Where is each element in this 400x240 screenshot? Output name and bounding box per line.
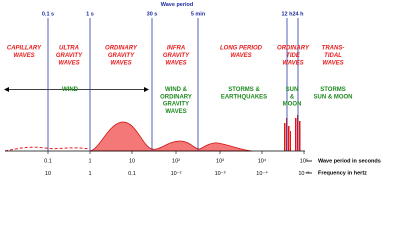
forcing-label: WAVES [165,109,186,115]
forcing-label: STORMS & [228,87,260,93]
wave-band-label: GRAVITY [108,53,135,59]
period-tick: 1 [88,158,91,164]
wave-band-label: ORDINARY [105,46,138,52]
wave-band-label: WAVES [165,61,186,67]
period-tick: 10³ [216,158,224,164]
wave-band-label: TRANS- [322,46,345,52]
wave-band-label: WAVES [322,61,343,67]
wave-band-label: ULTRA [59,46,79,52]
period-marker: 12 h [281,11,293,17]
period-marker: 24 h [292,11,304,17]
wave-band-label: INFRA [167,46,185,52]
energy-curve [89,121,253,152]
wave-band-label: WAVES [110,61,131,67]
frequency-tick: 10⁻³ [215,171,226,177]
capillary-curve [4,146,91,152]
frequency-tick: 0.1 [128,171,136,177]
period-marker: 5 min [191,11,206,17]
wave-band-label: WAVES [282,61,303,67]
forcing-label: WIND [62,87,79,93]
frequency-tick: 10 [45,171,51,177]
period-marker: 30 s [147,11,158,17]
wave-band-label: CAPILLARY [7,46,42,52]
forcing-label: MOON [283,102,302,108]
wave-band-label: WAVES [13,53,34,59]
period-tick: 10² [172,158,180,164]
period-marker: 1 s [86,11,94,17]
wave-band-label: WAVES [230,53,251,59]
forcing-label: EARTHQUAKES [221,94,267,100]
period-label: Wave period in seconds [318,158,381,164]
wave-band-label: TIDE [286,53,301,59]
forcing-label: SUN & MOON [314,94,353,100]
forcing-label: ORDINARY [160,94,192,100]
frequency-tick: 10⁻⁴ [256,170,268,177]
wave-spectrum-diagram: Wave period Wave period in seconds Frequ… [4,2,381,177]
forcing-label: STORMS [320,87,346,93]
forcing-label: & [290,94,295,100]
title: Wave period [161,2,194,8]
forcing-label: GRAVITY [163,102,189,108]
period-marker: 0.1 s [42,11,54,17]
forcing-label: SUN [286,87,299,93]
wave-band-label: GRAVITY [56,53,83,59]
period-tick: 10⁵ [300,157,308,164]
period-tick: 0.1 [44,158,52,164]
forcing-label: WIND & [165,87,188,93]
frequency-tick: 1 [88,171,91,177]
frequency-tick: 10⁻² [171,171,182,177]
frequency-tick: 10⁻⁵ [298,170,309,177]
wave-band-label: GRAVITY [163,53,190,59]
period-tick: 10 [129,158,135,164]
wave-band-label: ORDINARY [277,46,310,52]
period-tick: 10⁴ [258,157,267,164]
frequency-label: Frequency in hertz [318,170,367,176]
wave-band-label: WAVES [58,61,79,67]
wave-band-label: TIDAL [324,53,342,59]
wave-band-label: LONG PERIOD [220,46,263,52]
